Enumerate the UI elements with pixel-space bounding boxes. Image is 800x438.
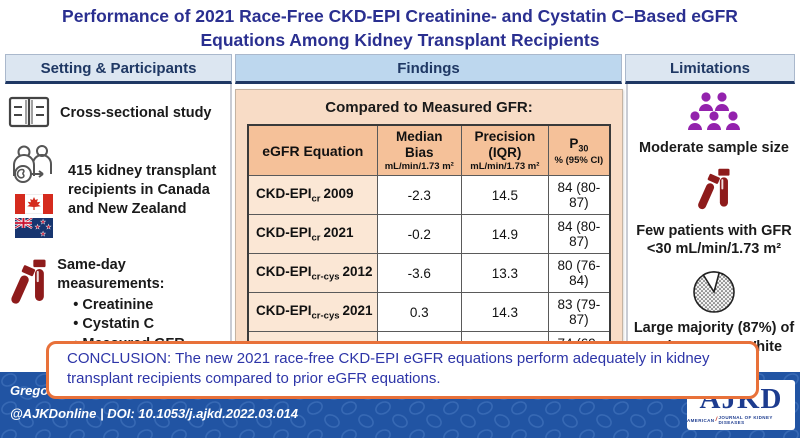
- section-header-row: Setting & Participants Findings Limitati…: [0, 54, 800, 84]
- setting-column: Cross-sectional study: [0, 84, 232, 372]
- conclusion-box: CONCLUSION: The new 2021 race-free CKD-E…: [46, 341, 759, 399]
- findings-panel: Compared to Measured GFR: eGFR Equation …: [235, 89, 623, 412]
- col-header-p30: P30 % (95% CI): [547, 124, 611, 177]
- findings-column: Compared to Measured GFR: eGFR Equation …: [232, 84, 626, 412]
- precision-value: 14.5: [461, 175, 549, 216]
- equation-name: CKD-EPIcr 2009: [247, 175, 378, 216]
- canada-flag-icon: [15, 194, 53, 214]
- measurement-cystatin-c: Cystatin C: [57, 315, 226, 335]
- col-header-median-bias: Median Bias mL/min/1.73 m²: [376, 124, 463, 177]
- table-row: CKD-EPIcr-cys 2021 0.3 14.3 83 (79-87): [247, 292, 611, 333]
- p30-value: 84 (80-87): [547, 214, 611, 255]
- svg-text:★: ★: [40, 218, 46, 226]
- median-bias-value: -0.2: [376, 214, 463, 255]
- svg-text:★: ★: [40, 230, 46, 238]
- study-design-label: Cross-sectional study: [60, 105, 212, 121]
- median-bias-value: -3.6: [376, 253, 463, 294]
- table-row: CKD-EPIcr 2009 -2.3 14.5 84 (80-87): [247, 175, 611, 216]
- measurements-title: Same-day measurements:: [57, 257, 165, 292]
- median-bias-value: 0.3: [376, 292, 463, 333]
- precision-value: 14.9: [461, 214, 549, 255]
- precision-value: 13.3: [461, 253, 549, 294]
- section-header-limitations: Limitations: [625, 54, 795, 84]
- content-row: Cross-sectional study: [0, 84, 800, 412]
- footer-social-doi: @AJKDonline | DOI: 10.1053/j.ajkd.2022.0…: [10, 406, 299, 421]
- col-header-equation: eGFR Equation: [247, 124, 378, 177]
- svg-text:★: ★: [35, 223, 41, 231]
- table-row: CKD-EPIcr-cys 2012 -3.6 13.3 80 (76-84): [247, 253, 611, 294]
- p30-value: 80 (76-84): [547, 253, 611, 294]
- equation-name: CKD-EPIcr-cys 2021: [247, 292, 378, 333]
- sample-size-label: Moderate sample size: [639, 140, 789, 156]
- participants-label: 415 kidney transplant recipients in Cana…: [68, 163, 217, 217]
- blood-tubes-icon: [698, 168, 730, 210]
- sample-size-item: Moderate sample size: [632, 92, 796, 157]
- limitations-column: Moderate sample size Few patients with G…: [626, 84, 800, 372]
- table-row: CKD-EPIcr 2021 -0.2 14.9 84 (80-87): [247, 214, 611, 255]
- page-title: Performance of 2021 Race-Free CKD-EPI Cr…: [62, 6, 738, 50]
- pie-chart-icon: [693, 271, 735, 314]
- findings-subtitle: Compared to Measured GFR:: [325, 99, 533, 116]
- median-bias-value: -2.3: [376, 175, 463, 216]
- new-zealand-flag-icon: ★ ★ ★ ★: [15, 218, 53, 238]
- study-design-item: Cross-sectional study: [8, 96, 226, 130]
- blood-tubes-icon: [11, 259, 46, 304]
- participants-icon-stack: ★ ★ ★ ★: [8, 144, 60, 242]
- table-header-row: eGFR Equation Median Bias mL/min/1.73 m²…: [247, 124, 611, 177]
- low-gfr-label: Few patients with GFR <30 mL/min/1.73 m²: [636, 223, 792, 258]
- ajkd-logo-caption: AMERICAN / JOURNAL OF KIDNEY DISEASES: [687, 415, 773, 425]
- people-group-icon: [688, 92, 740, 130]
- low-gfr-item: Few patients with GFR <30 mL/min/1.73 m²: [632, 167, 796, 258]
- p30-value: 84 (80-87): [547, 175, 611, 216]
- p30-value: 83 (79-87): [547, 292, 611, 333]
- measurements-block: Same-day measurements: Creatinine Cystat…: [57, 256, 226, 354]
- precision-value: 14.3: [461, 292, 549, 333]
- svg-text:★: ★: [46, 223, 52, 231]
- equation-name: CKD-EPIcr-cys 2012: [247, 253, 378, 294]
- participants-item: ★ ★ ★ ★ 415 kidney transplant recipients…: [8, 144, 226, 242]
- equation-name: CKD-EPIcr 2021: [247, 214, 378, 255]
- section-header-setting: Setting & Participants: [5, 54, 232, 84]
- kidney-transplant-icon: [13, 145, 52, 183]
- col-header-precision: Precision (IQR) mL/min/1.73 m²: [461, 124, 549, 177]
- section-header-findings: Findings: [235, 54, 622, 84]
- measurement-creatinine: Creatinine: [57, 296, 226, 316]
- logo-red-slash: /: [715, 417, 718, 423]
- open-book-icon: [8, 96, 50, 128]
- measurements-item: Same-day measurements: Creatinine Cystat…: [8, 256, 226, 354]
